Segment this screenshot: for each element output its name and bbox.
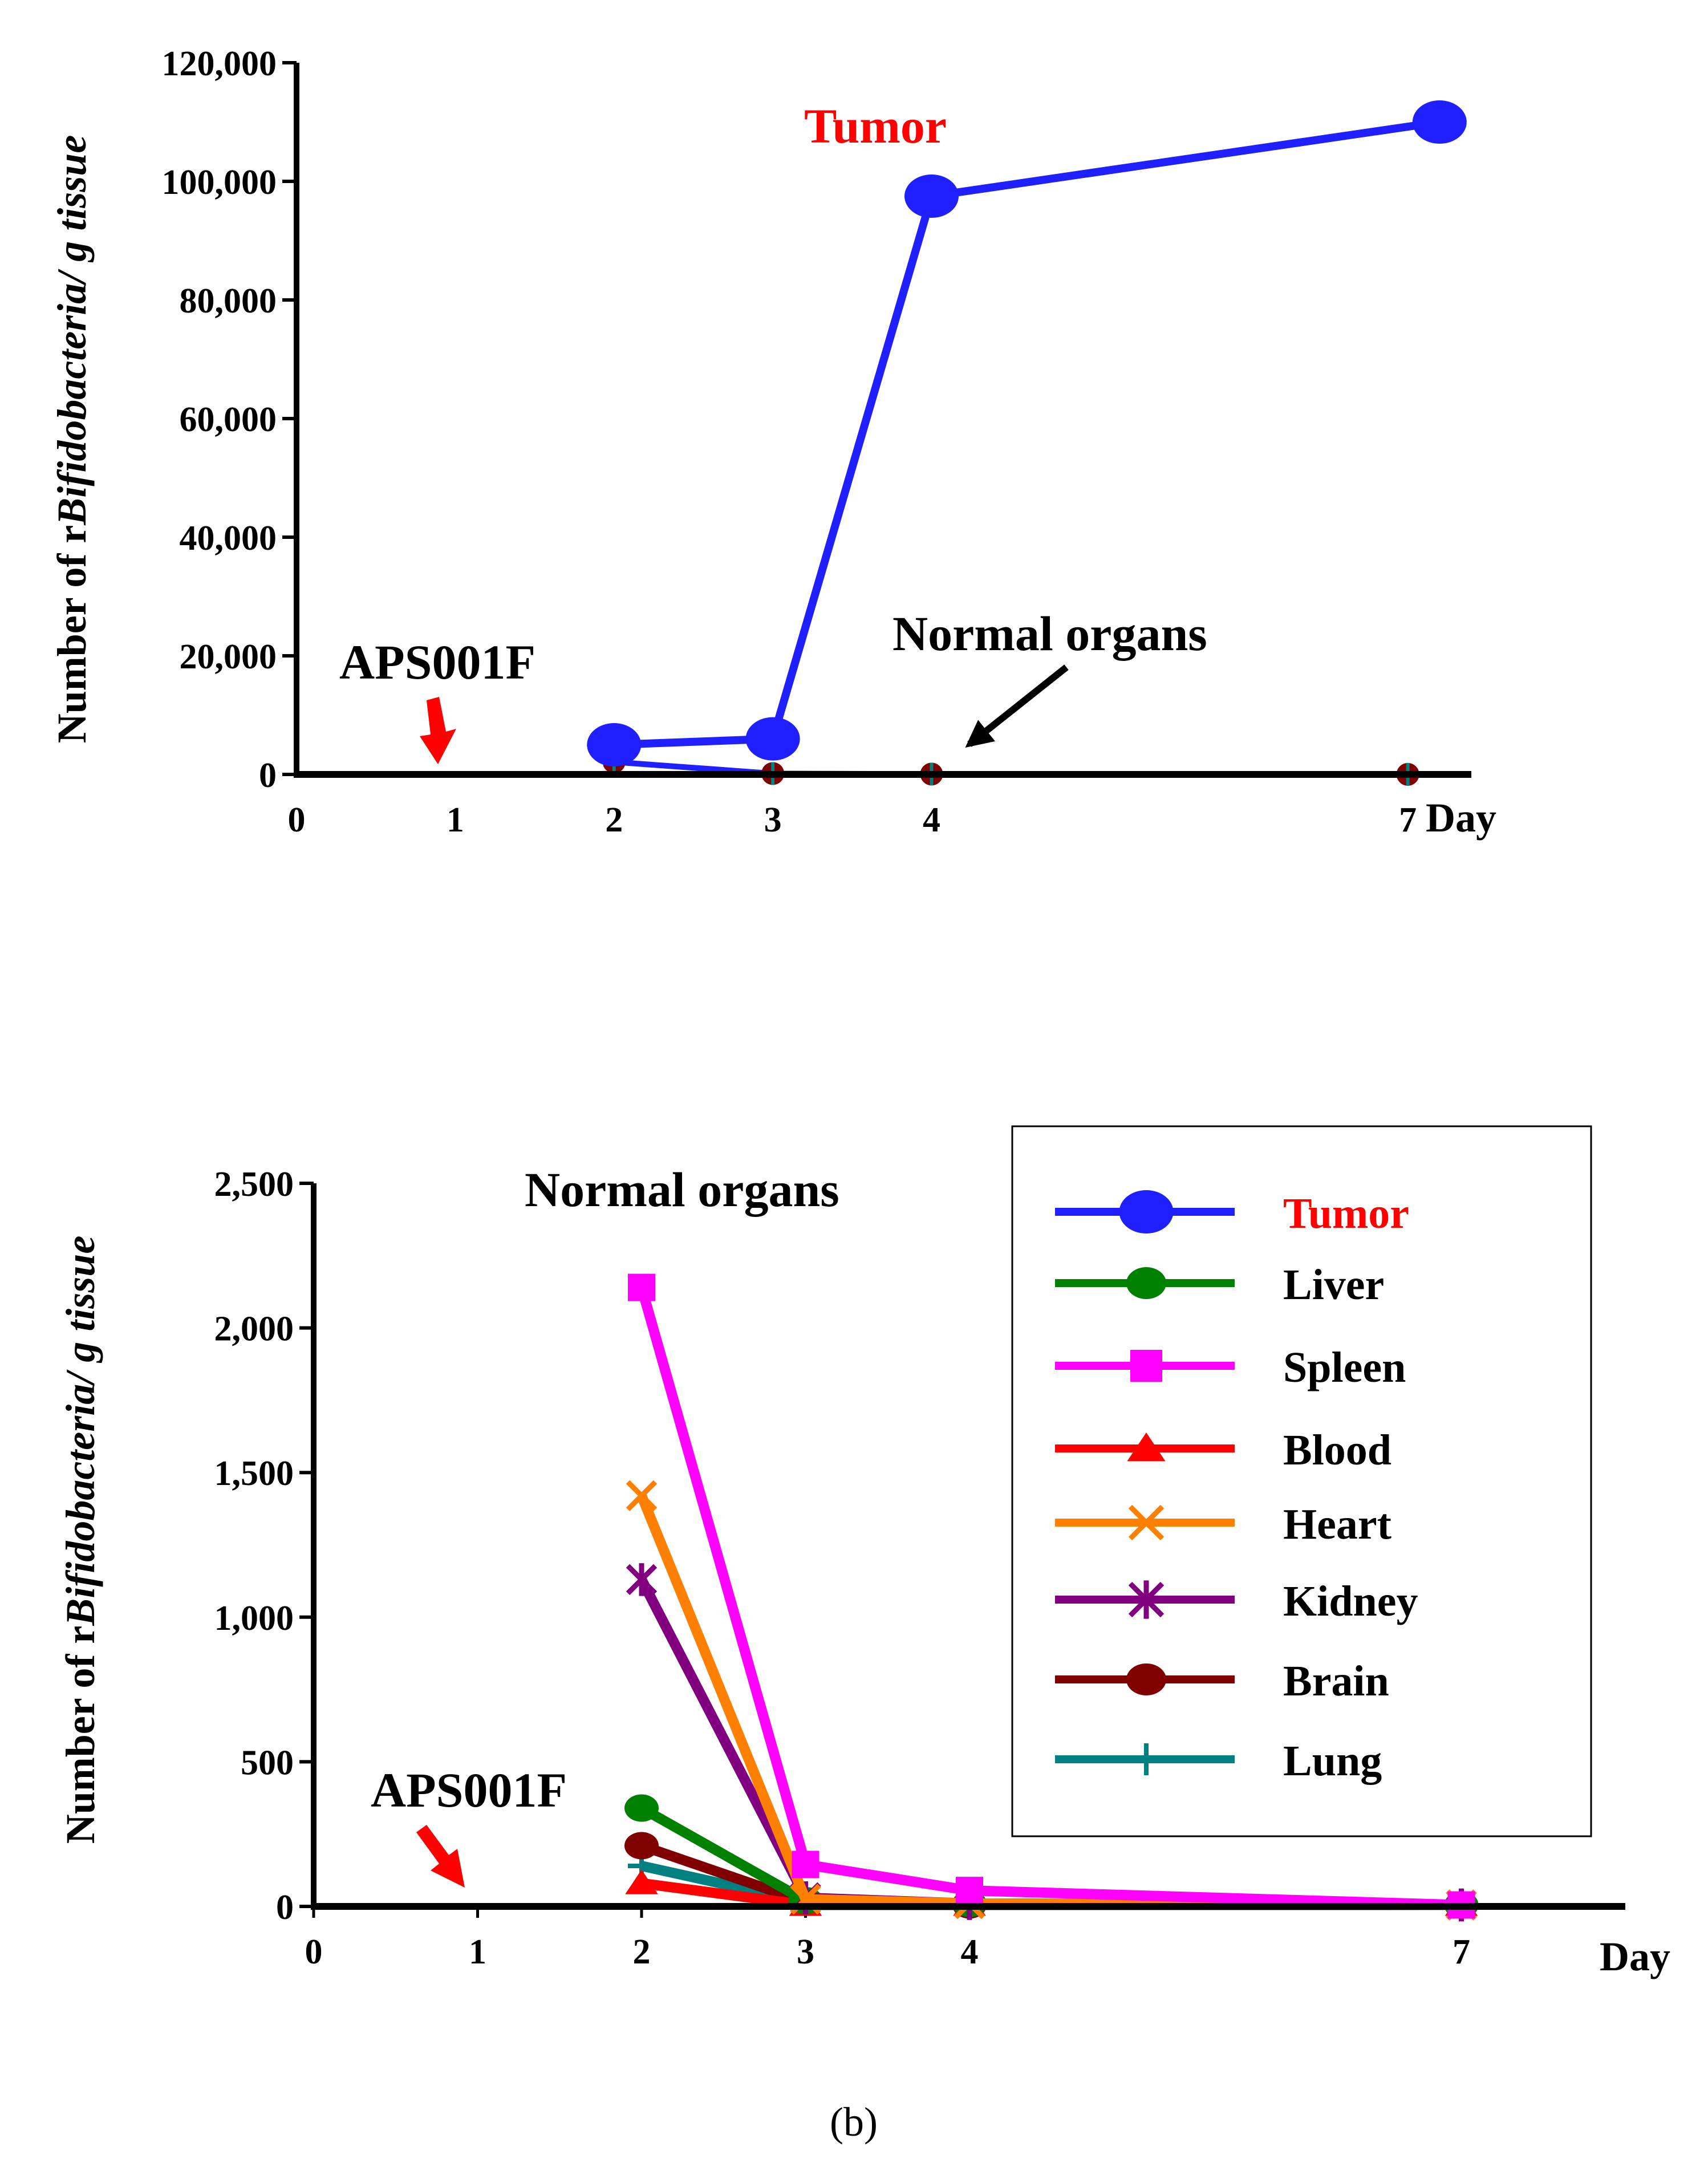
legend-label-liver: Liver <box>1283 1261 1384 1309</box>
y-tick-label-a: 40,000 <box>180 519 277 558</box>
dose-arrow-a <box>420 697 456 764</box>
chart-panel-b: 0 500 1,000 1,500 2,000 2,500 0 1 2 3 4 7 Number o… <box>58 1125 1670 1979</box>
series-line-a-tumor <box>614 118 1441 749</box>
x-tick-label-a: 7 <box>1399 801 1417 839</box>
y-axis-label-b: Number of rBifidobacteria/ g tissue <box>58 1236 103 1844</box>
y-tick-label-a: 100,000 <box>162 163 277 202</box>
x-tick-label-b: 7 <box>1453 1933 1470 1971</box>
x-tick-label-a: 0 <box>288 801 306 839</box>
legend-label-brain: Brain <box>1283 1657 1389 1705</box>
legend-label-tumor: Tumor <box>1283 1190 1409 1237</box>
data-point-b-heart <box>626 1480 658 1511</box>
x-tick-label-a: 4 <box>923 801 940 839</box>
legend-box <box>1011 1125 1592 1837</box>
y-tick-label-a: 80,000 <box>180 282 277 320</box>
legend-marker-blood <box>1127 1433 1166 1462</box>
y-tick-label-b: 2,000 <box>214 1310 294 1349</box>
legend-marker-heart <box>1128 1504 1165 1541</box>
series-line-b-spleen <box>636 1286 1462 1910</box>
legend-marker-spleen <box>1130 1350 1162 1382</box>
y-tick-label-b: 0 <box>276 1888 294 1927</box>
x-tick-label-a: 1 <box>447 801 464 839</box>
data-point-a-tumor <box>587 723 642 766</box>
data-point-b-spleen <box>628 1273 655 1301</box>
x-axis-ticks-b: 0 1 2 3 4 7 <box>305 1906 1470 1971</box>
y-tick-label-a: 20,000 <box>180 638 277 676</box>
data-point-b-blood <box>625 1869 658 1894</box>
dose-arrow-b <box>416 1825 465 1888</box>
x-tick-label-a: 2 <box>605 801 623 839</box>
legend-label-lung: Lung <box>1283 1737 1382 1785</box>
y-tick-label-b: 500 <box>241 1743 294 1782</box>
series-layer-a <box>587 100 1467 786</box>
y-tick-label-a: 60,000 <box>180 400 277 439</box>
x-tick-label-b: 3 <box>797 1933 814 1971</box>
normal-organs-arrow <box>965 664 1069 748</box>
data-point-b-spleen <box>956 1877 983 1905</box>
data-point-a-tumor <box>904 175 959 218</box>
y-axis-ticks-a: 0 20,000 40,000 60,000 80,000 100,000 120,000 <box>162 44 297 795</box>
legend: Tumor Liver Spleen Blood Heart Kidney Brain Lun… <box>1055 1190 1418 1785</box>
y-axis-ticks-b: 0 500 1,000 1,500 2,000 2,500 <box>214 1165 314 1927</box>
x-tick-label-b: 0 <box>305 1933 323 1971</box>
data-point-b-kidney <box>626 1563 658 1596</box>
y-tick-label-b: 1,500 <box>214 1454 294 1493</box>
x-axis-label-b: Day <box>1600 1934 1670 1979</box>
dose-annotation-b: APS001F <box>371 1763 567 1817</box>
data-point-b-brain <box>624 1832 659 1860</box>
legend-marker-brain <box>1126 1663 1166 1695</box>
data-point-b-liver <box>624 1794 659 1822</box>
x-tick-label-b: 4 <box>961 1933 979 1971</box>
legend-label-spleen: Spleen <box>1283 1344 1406 1391</box>
y-tick-label-a: 0 <box>259 756 277 795</box>
legend-label-blood: Blood <box>1283 1426 1391 1474</box>
x-tick-label-b: 1 <box>469 1933 486 1971</box>
y-tick-label-b: 2,500 <box>214 1165 294 1204</box>
y-tick-label-b: 1,000 <box>214 1599 294 1638</box>
data-point-a-tumor <box>1412 100 1467 144</box>
dose-annotation-a: APS001F <box>339 635 535 689</box>
y-axis-label-a: Number of rBifidobacteria/ g tissue <box>49 135 95 744</box>
legend-marker-liver <box>1126 1267 1166 1299</box>
figure-label: (b) <box>830 2099 878 2145</box>
legend-marker-tumor <box>1119 1190 1174 1233</box>
tumor-annotation: Tumor <box>804 99 947 153</box>
normal-organs-annotation-a: Normal organs <box>892 606 1207 661</box>
x-axis-ticks-a: 0 1 2 3 4 7 <box>288 801 1417 839</box>
x-tick-label-a: 3 <box>764 801 782 839</box>
data-point-b-spleen <box>792 1851 819 1878</box>
legend-label-heart: Heart <box>1283 1500 1391 1548</box>
y-tick-label-a: 120,000 <box>162 44 277 83</box>
legend-marker-lung <box>1130 1743 1162 1775</box>
data-point-a-tumor <box>745 717 800 761</box>
legend-marker-kidney <box>1128 1580 1165 1619</box>
chart-panel-a: 020,00040,00060,00080,000100,000120,000 … <box>49 44 1496 841</box>
chart-title-b: Normal organs <box>525 1162 839 1217</box>
x-tick-label-b: 2 <box>633 1933 651 1971</box>
legend-label-kidney: Kidney <box>1283 1577 1418 1625</box>
x-axis-label-a: Day <box>1426 795 1496 841</box>
